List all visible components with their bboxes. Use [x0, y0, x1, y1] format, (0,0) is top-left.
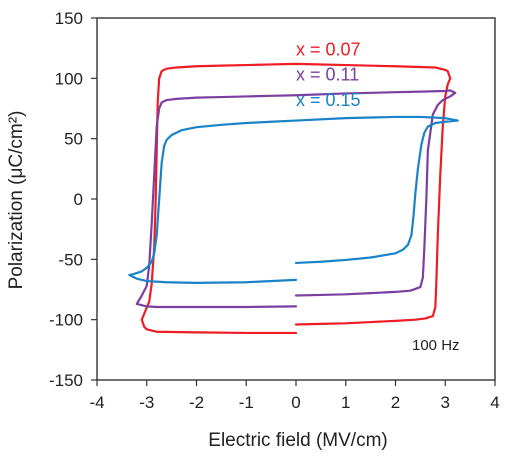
series-line-3 — [128, 115, 459, 284]
x-tick-label: -4 — [89, 393, 104, 412]
y-tick-label: 100 — [55, 69, 83, 88]
y-tick-label: 50 — [64, 130, 83, 149]
series-label-3: x = 0.15 — [296, 90, 361, 110]
x-axis-title: Electric field (MV/cm) — [208, 430, 387, 451]
y-tick-label: -100 — [49, 311, 83, 330]
y-tick-label: -50 — [58, 250, 83, 269]
series-line-2 — [135, 89, 457, 309]
x-tick-label: 2 — [391, 393, 400, 412]
y-axis-title: Polarization (μC/cm²) — [6, 111, 27, 290]
x-tick-label: 1 — [341, 393, 350, 412]
x-tick-label: -2 — [189, 393, 204, 412]
frequency-annotation: 100 Hz — [412, 337, 460, 354]
labels-layer: x = 0.07 x = 0.11 x = 0.15 — [296, 39, 361, 110]
y-tick-label: 0 — [74, 190, 83, 209]
series-label-2: x = 0.11 — [296, 65, 359, 85]
x-tick-label: -1 — [239, 393, 254, 412]
x-tick-label: 0 — [291, 393, 300, 412]
x-tick-label: -3 — [139, 393, 154, 412]
y-tick-label: -150 — [49, 371, 83, 390]
x-tick-label: 3 — [441, 393, 450, 412]
x-tick-label: 4 — [490, 393, 499, 412]
y-tick-label: 150 — [55, 9, 83, 28]
axes: -4 -3 -2 -1 0 1 2 3 4 -150 -100 -50 0 50 100 150 — [49, 9, 500, 412]
series-label-1: x = 0.07 — [296, 39, 361, 59]
series-line-1 — [140, 62, 452, 335]
series-layer — [128, 62, 459, 335]
